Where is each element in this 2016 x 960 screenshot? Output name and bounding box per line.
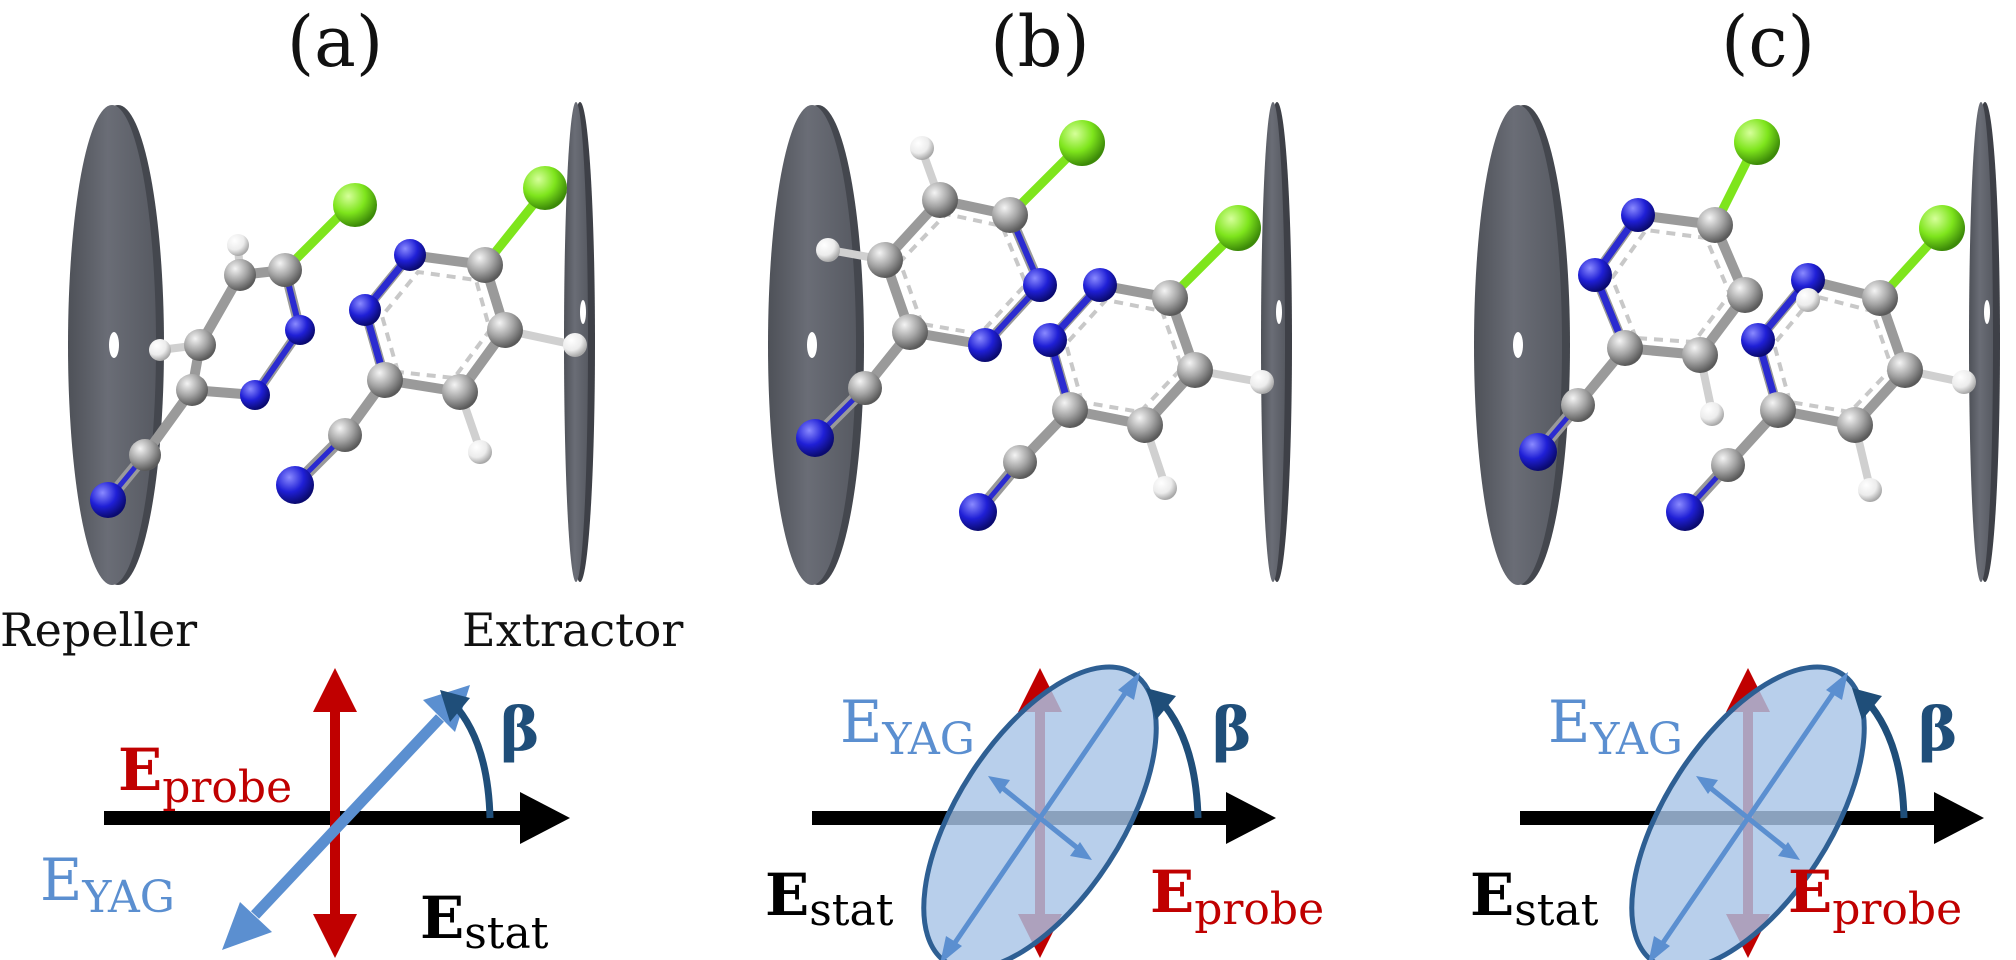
eyag-arrow: [250, 714, 445, 919]
panel-label-c: (c): [1721, 1, 1815, 83]
beta-label: β: [500, 695, 540, 765]
repeller-plate-b: [768, 105, 864, 585]
beta-arc-c: [1863, 697, 1908, 819]
eprobe-label: Eprobe: [118, 736, 292, 813]
extractor-plate-b: [1261, 102, 1292, 582]
molecule-a1: [90, 183, 377, 518]
eyag-label-c: EYAG: [1548, 688, 1683, 765]
extractor-label: Extractor: [462, 603, 683, 657]
field-diagram-b: β EYAG Estat Eprobe: [765, 664, 1324, 960]
eyag-minor-axis: [993, 780, 1087, 856]
molecule-a2: [276, 166, 587, 504]
beta-arc: [449, 699, 494, 819]
panel-label-a: (a): [287, 1, 383, 83]
panel-a: Repeller Extractor β Eprobe EYAG Estat: [0, 102, 683, 959]
eyag-label-b: EYAG: [840, 688, 975, 765]
beta-label-b: β: [1212, 695, 1252, 765]
estat-label-c: Estat: [1470, 861, 1599, 936]
repeller-label: Repeller: [0, 603, 197, 657]
molecule-c1: [1519, 119, 1780, 471]
panel-label-b: (b): [990, 1, 1089, 83]
molecule-c2: [1666, 205, 1976, 531]
eprobe-label-c: Eprobe: [1788, 858, 1962, 935]
eprobe-label-b: Eprobe: [1150, 858, 1324, 935]
field-diagram-a: β Eprobe EYAG Estat: [40, 668, 570, 959]
repeller-plate-c: [1474, 105, 1570, 585]
estat-label: Estat: [420, 884, 549, 959]
panel-b: β EYAG Estat Eprobe: [765, 102, 1324, 960]
field-diagram-c: β EYAG Estat Eprobe: [1470, 664, 1984, 960]
molecule-b1: [796, 120, 1105, 457]
eyag-minor-axis-c: [1701, 780, 1795, 856]
molecule-b2: [959, 205, 1274, 531]
extractor-plate-c: [1969, 102, 2000, 582]
beta-label-c: β: [1918, 695, 1958, 765]
panel-c: β EYAG Estat Eprobe: [1470, 102, 2000, 960]
beta-arc-b: [1157, 697, 1202, 819]
estat-label-b: Estat: [765, 861, 894, 936]
eyag-label: EYAG: [40, 846, 175, 923]
